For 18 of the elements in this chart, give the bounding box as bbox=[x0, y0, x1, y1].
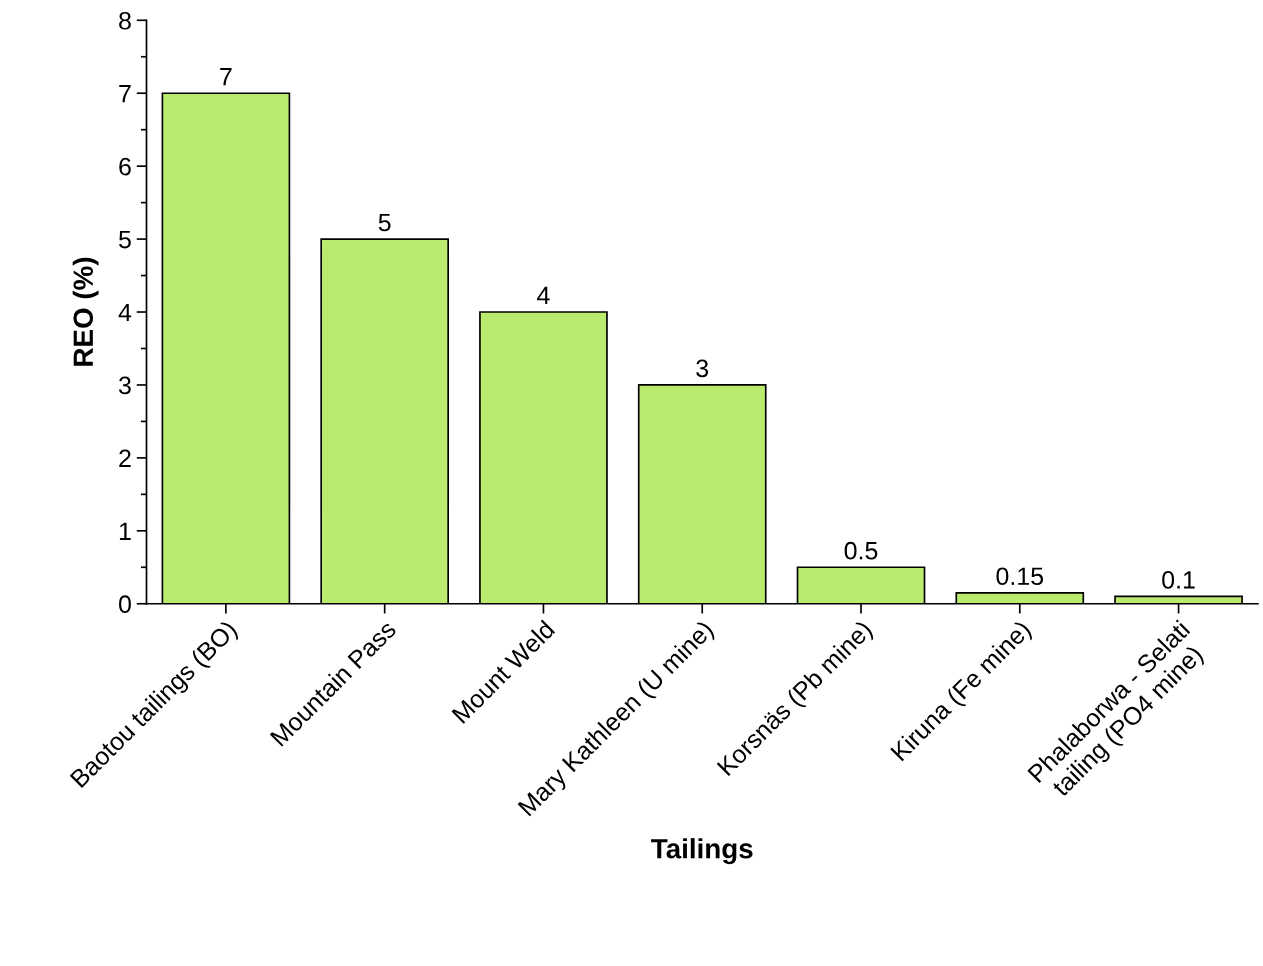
y-tick-label: 2 bbox=[119, 449, 131, 467]
y-tick-label: 7 bbox=[119, 85, 131, 103]
data-label: 5 bbox=[378, 213, 391, 232]
data-label: 0.15 bbox=[996, 567, 1044, 586]
data-label: 0.5 bbox=[844, 541, 878, 560]
y-tick-label: 6 bbox=[119, 157, 131, 176]
y-tick-label: 3 bbox=[118, 376, 131, 395]
y-tick-label: 1 bbox=[119, 522, 131, 540]
y-tick-label: 5 bbox=[119, 230, 131, 249]
x-axis-title: Tailings bbox=[651, 838, 753, 865]
data-label: 7 bbox=[220, 68, 232, 86]
data-label: 4 bbox=[537, 286, 550, 305]
y-axis-title: REO (%) bbox=[72, 257, 99, 366]
y-tick-label: 8 bbox=[119, 11, 131, 30]
data-label: 3 bbox=[696, 359, 709, 378]
data-label: 0.1 bbox=[1162, 571, 1195, 589]
y-tick-label: 4 bbox=[118, 303, 132, 322]
y-tick-label: 0 bbox=[119, 595, 131, 614]
